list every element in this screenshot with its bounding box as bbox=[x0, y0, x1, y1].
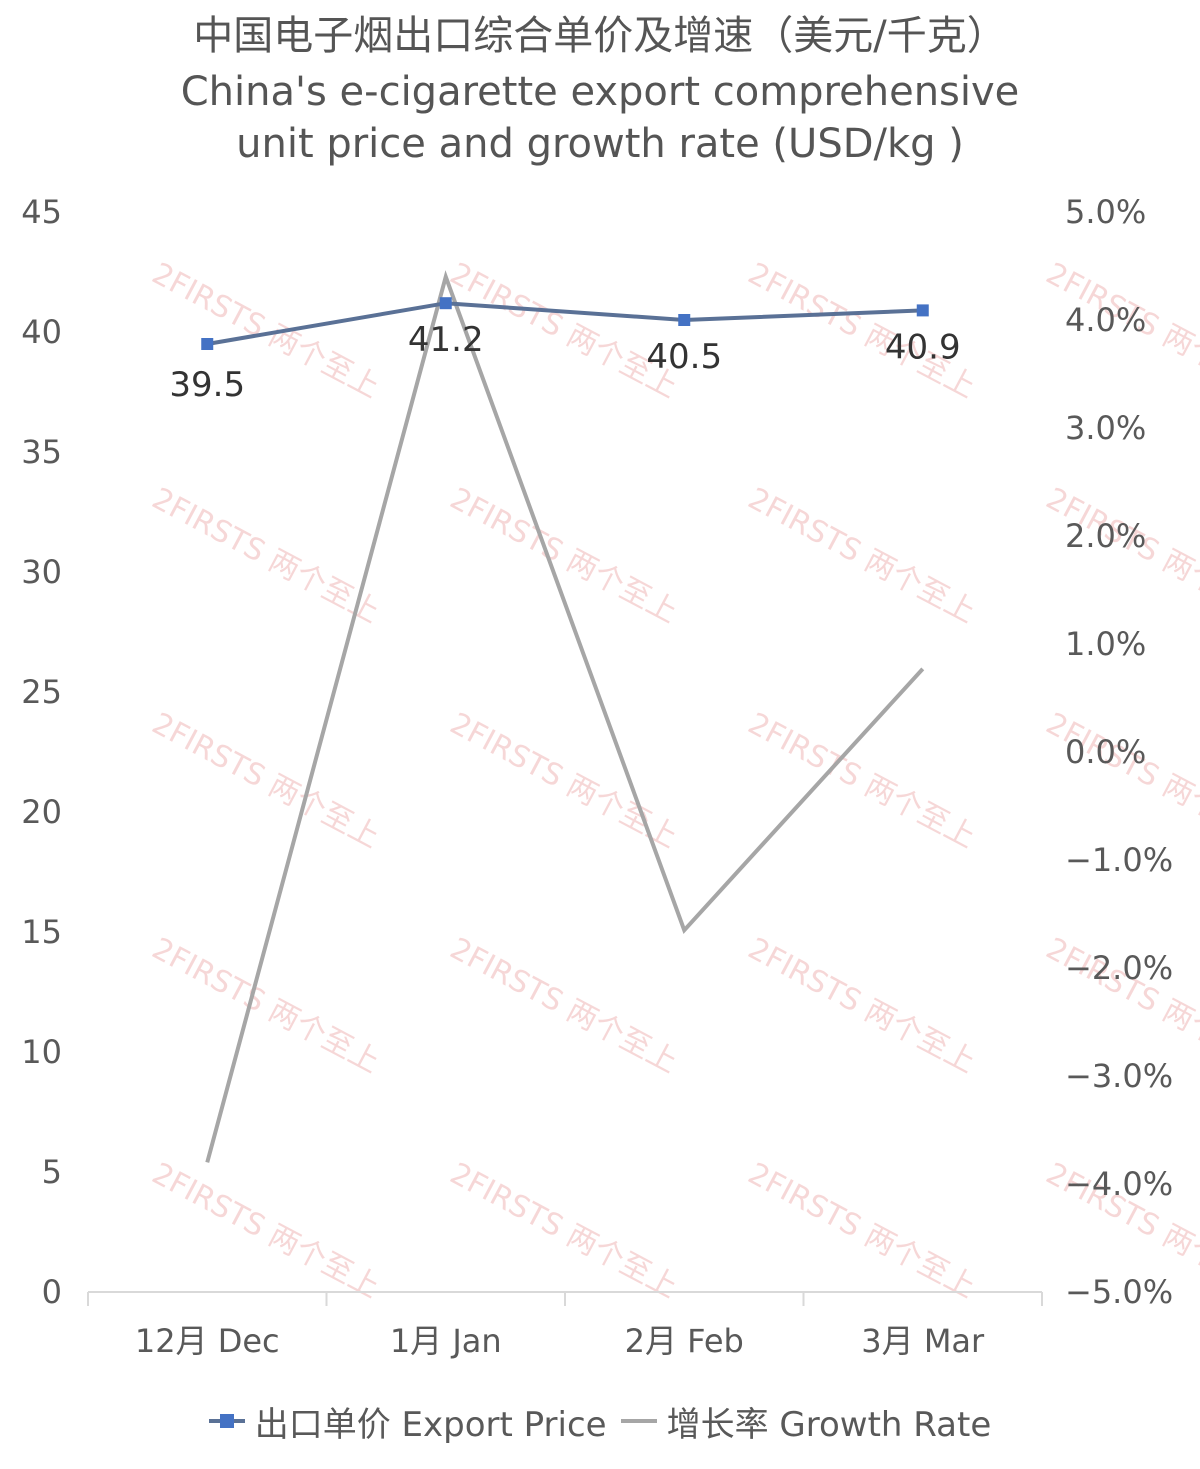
left-axis-tick-label: 15 bbox=[21, 913, 62, 951]
right-axis-tick-label: 5.0% bbox=[1065, 193, 1146, 231]
x-axis-category-label: 2月 Feb bbox=[625, 1322, 744, 1360]
watermark-text: 2FIRSTS 两个至上 bbox=[742, 706, 981, 855]
series-export-price-point bbox=[678, 314, 691, 326]
left-axis-tick-label: 25 bbox=[21, 673, 62, 711]
right-axis-tick-label: 3.0% bbox=[1065, 409, 1146, 447]
right-axis-tick-label: −1.0% bbox=[1065, 841, 1173, 879]
watermark-text: 2FIRSTS 两个至上 bbox=[742, 481, 981, 630]
right-axis-tick-label: −2.0% bbox=[1065, 949, 1173, 987]
watermark-text: 2FIRSTS 两个至上 bbox=[146, 931, 385, 1080]
left-axis-tick-label: 35 bbox=[21, 433, 62, 471]
x-axis-category-label: 1月 Jan bbox=[390, 1322, 502, 1360]
right-axis-tick-label: 4.0% bbox=[1065, 301, 1146, 339]
x-axis-category-label: 3月 Mar bbox=[861, 1322, 985, 1360]
left-axis-tick-label: 20 bbox=[21, 793, 62, 831]
left-axis-tick-label: 0 bbox=[42, 1273, 62, 1311]
legend-growth-swatch bbox=[620, 1406, 657, 1436]
legend-item-growth: 增长率 Growth Rate bbox=[620, 1397, 992, 1446]
left-axis-tick-label: 40 bbox=[21, 313, 62, 351]
right-axis-tick-label: 1.0% bbox=[1065, 625, 1146, 663]
watermark-text: 2FIRSTS 两个至上 bbox=[444, 931, 683, 1080]
right-axis-tick-label: −5.0% bbox=[1065, 1273, 1173, 1311]
chart-title-en-line2: unit price and growth rate (USD/kg ) bbox=[236, 121, 964, 167]
right-axis-tick-label: −3.0% bbox=[1065, 1057, 1173, 1095]
series-export-price-point bbox=[201, 338, 214, 350]
watermark-text: 2FIRSTS 两个至上 bbox=[742, 931, 981, 1080]
right-axis-tick-label: 2.0% bbox=[1065, 517, 1146, 555]
right-axis-tick-label: 0.0% bbox=[1065, 733, 1146, 771]
export-price-data-label: 40.5 bbox=[646, 337, 722, 377]
watermark-text: 2FIRSTS 两个至上 bbox=[742, 1156, 981, 1305]
legend-price-label: 出口单价 Export Price bbox=[254, 1404, 607, 1445]
watermark-text: 2FIRSTS 两个至上 bbox=[1040, 706, 1200, 855]
right-axis-tick-label: −4.0% bbox=[1065, 1165, 1173, 1203]
x-axis-category-label: 12月 Dec bbox=[135, 1322, 280, 1360]
series-export-price-line bbox=[206, 301, 923, 346]
watermark-text: 2FIRSTS 两个至上 bbox=[444, 1156, 683, 1305]
series-growth-rate-line bbox=[205, 270, 925, 1163]
legend-item-price: 出口单价 Export Price bbox=[208, 1397, 607, 1446]
watermark-text: 2FIRSTS 两个至上 bbox=[444, 481, 683, 630]
watermark-text: 2FIRSTS 两个至上 bbox=[146, 706, 385, 855]
legend: 出口单价 Export Price 增长率 Growth Rate bbox=[0, 1396, 1200, 1446]
legend-price-swatch bbox=[208, 1406, 245, 1436]
export-price-data-label: 39.5 bbox=[169, 365, 245, 405]
chart-title-en-line1: China's e-cigarette export comprehensive bbox=[180, 69, 1020, 115]
series-export-price-point bbox=[916, 304, 929, 317]
series-export-price-point bbox=[439, 297, 452, 310]
left-axis-tick-label: 45 bbox=[21, 193, 62, 231]
watermark-text: 2FIRSTS 两个至上 bbox=[146, 1156, 385, 1305]
left-axis-tick-label: 10 bbox=[21, 1033, 62, 1071]
watermark-text: 2FIRSTS 两个至上 bbox=[146, 481, 385, 630]
export-price-data-label: 41.2 bbox=[408, 320, 484, 360]
left-axis-tick-label: 30 bbox=[21, 553, 62, 591]
legend-growth-label: 增长率 Growth Rate bbox=[666, 1404, 992, 1445]
export-price-data-label: 40.9 bbox=[885, 327, 961, 367]
left-axis-tick-label: 5 bbox=[42, 1153, 62, 1191]
chart-title-cn: 中国电子烟出口综合单价及增速（美元/千克） bbox=[193, 13, 1007, 59]
watermark-text: 2FIRSTS 两个至上 bbox=[1040, 481, 1200, 630]
